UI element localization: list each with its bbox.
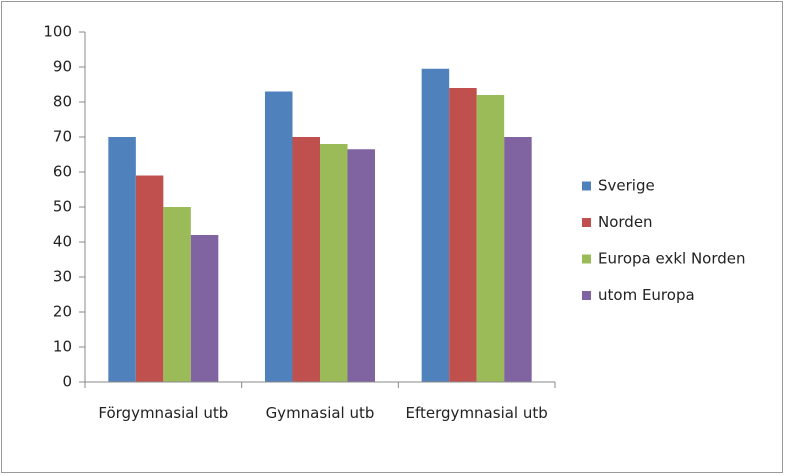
y-tick-label: 20 (53, 303, 72, 321)
x-tick-label: Förgymnasial utb (98, 404, 229, 422)
legend-swatch (582, 254, 591, 264)
bar (108, 137, 136, 382)
bar (190, 235, 219, 382)
y-tick-label: 70 (53, 128, 72, 146)
bar (265, 91, 293, 382)
y-tick-label: 30 (53, 268, 72, 286)
x-tick-label-box: Gymnasial utb (265, 404, 375, 422)
bar (504, 137, 532, 382)
bar (320, 144, 348, 382)
y-tick-label: 50 (53, 198, 72, 216)
bar (421, 68, 450, 382)
bar (163, 207, 191, 382)
x-tick-label: Eftergymnasial utb (405, 404, 548, 422)
bar (347, 149, 375, 382)
y-tick-label: 40 (53, 233, 72, 251)
legend-label: Norden (598, 213, 653, 231)
y-tick-label: 80 (53, 93, 72, 111)
y-tick-label: 100 (43, 23, 72, 41)
y-tick-label: 60 (53, 163, 72, 181)
bar (135, 175, 164, 382)
legend-swatch (582, 218, 591, 227)
bar (292, 137, 320, 382)
legend-label: utom Europa (598, 286, 695, 304)
y-tick-label: 90 (53, 58, 72, 76)
bar (476, 95, 505, 382)
legend-swatch (582, 181, 591, 191)
x-tick-label: Gymnasial utb (265, 404, 375, 422)
x-tick-label-box: Förgymnasial utb (98, 404, 229, 422)
y-tick-label: 0 (62, 373, 72, 391)
legend-label: Sverige (598, 177, 655, 195)
bar (449, 88, 477, 382)
legend-label: Europa exkl Norden (598, 250, 746, 268)
x-tick-label-box: Eftergymnasial utb (405, 404, 548, 422)
legend-swatch (582, 291, 591, 300)
y-tick-label: 10 (53, 338, 72, 356)
